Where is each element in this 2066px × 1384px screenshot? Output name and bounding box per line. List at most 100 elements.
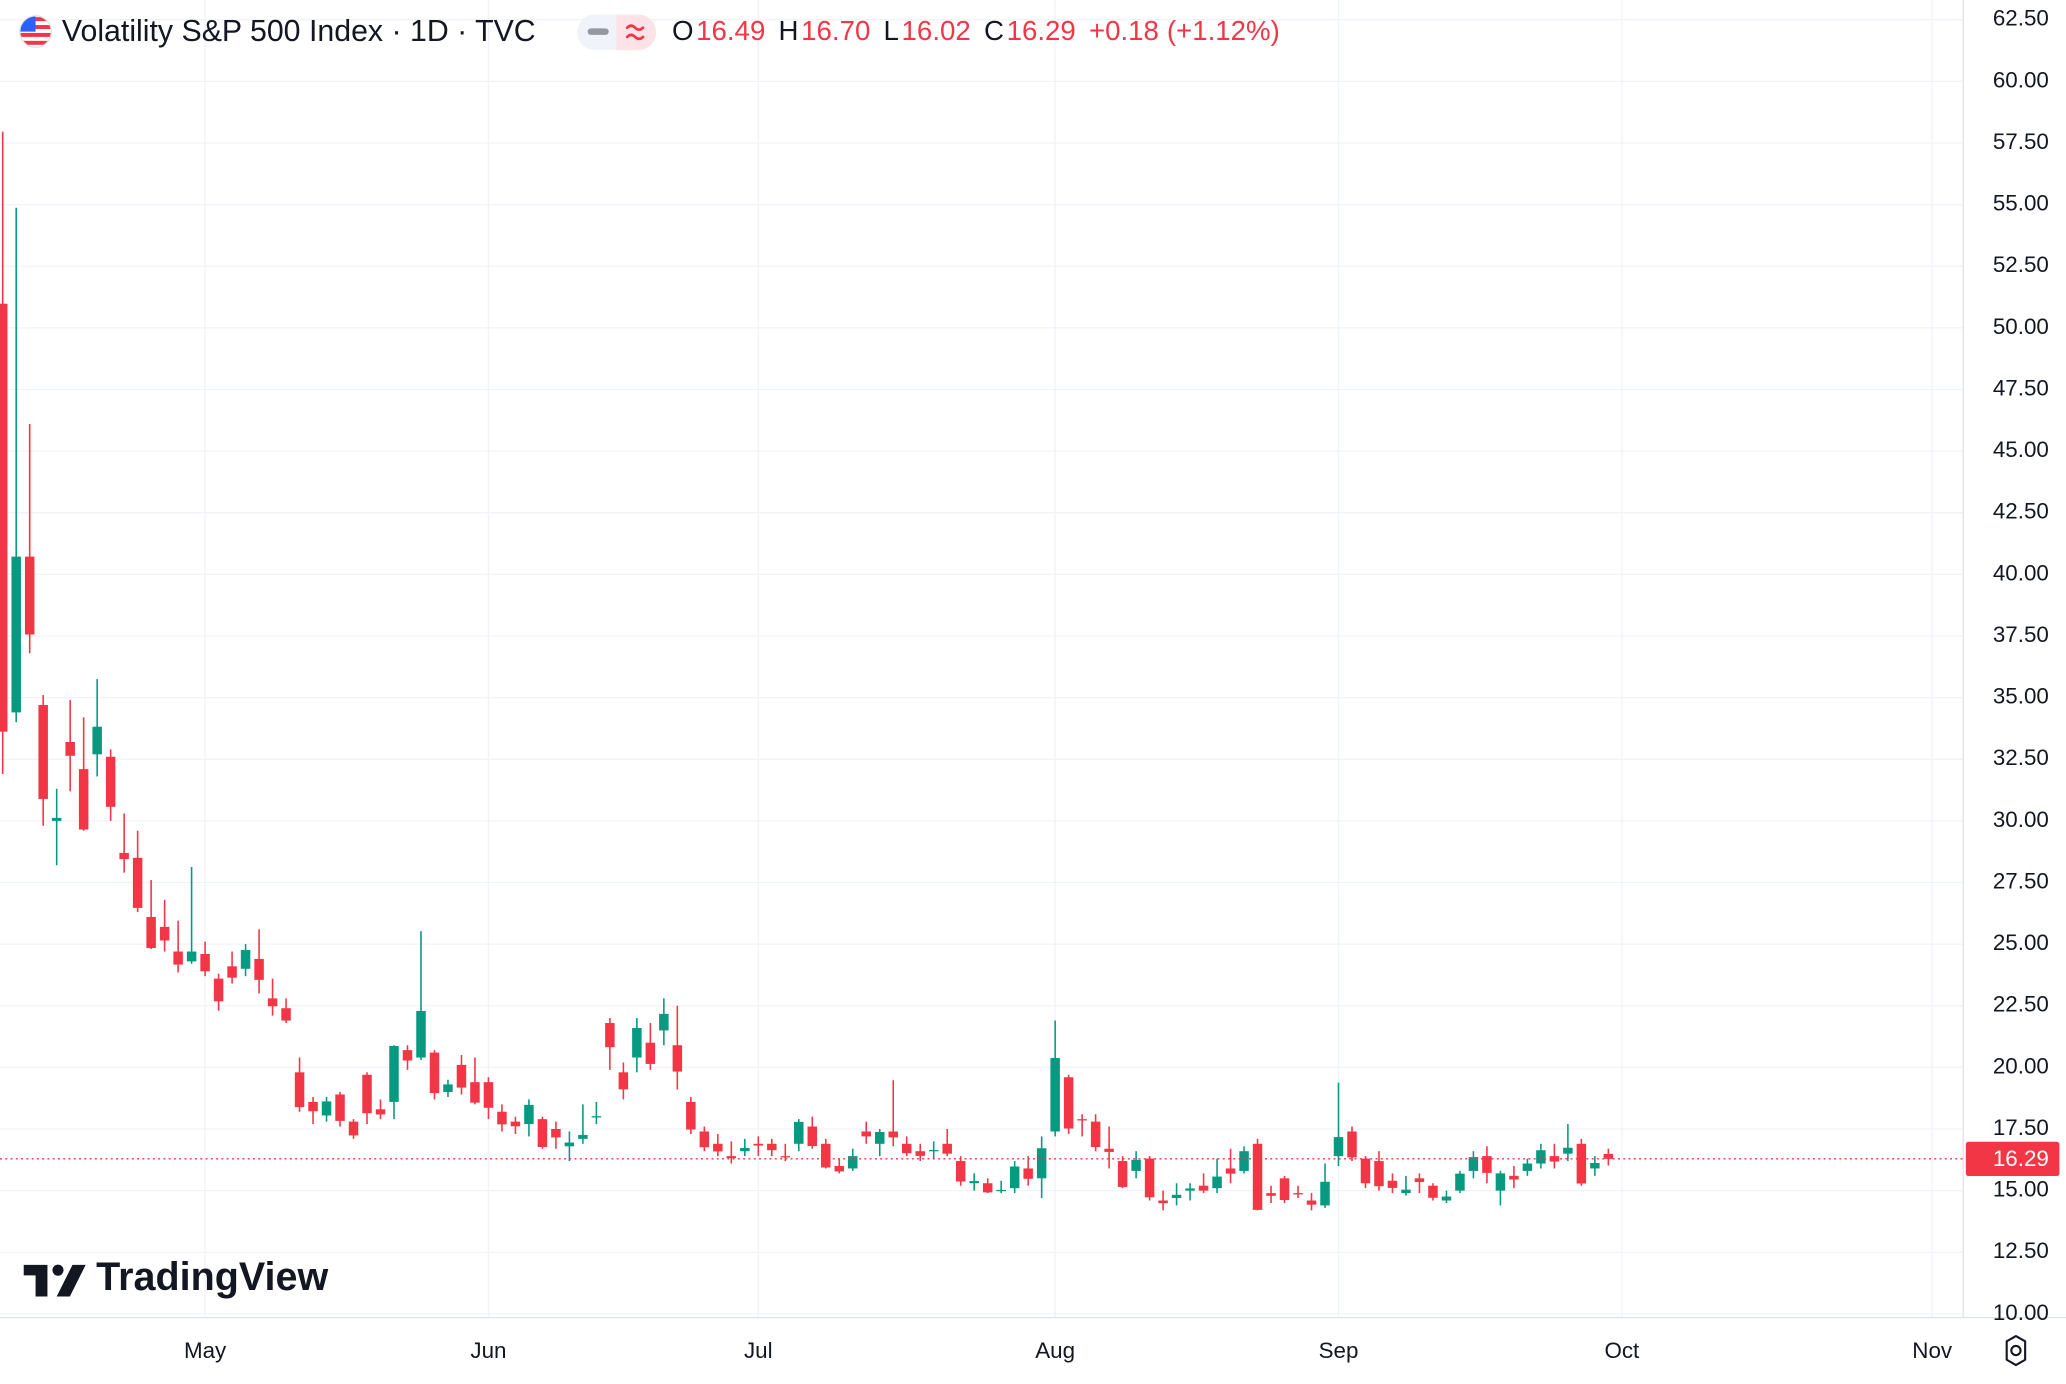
candle-body	[726, 1156, 737, 1159]
candle-body	[240, 950, 251, 969]
x-tick-label: Oct	[1604, 1338, 1640, 1363]
legend-label: H	[779, 15, 799, 46]
candle-body	[105, 756, 116, 807]
candle-body	[1441, 1196, 1452, 1201]
candle-body	[281, 1008, 291, 1021]
candle-body	[780, 1156, 791, 1158]
candle-body	[294, 1072, 305, 1108]
x-tick-label: Sep	[1319, 1338, 1359, 1363]
candle-body	[1239, 1151, 1249, 1171]
candle-body	[888, 1131, 898, 1138]
candle-body	[605, 1023, 615, 1048]
candle-body	[213, 978, 224, 1002]
candle-body	[51, 817, 62, 821]
grid	[0, 0, 1964, 1318]
candle-body	[1185, 1188, 1195, 1191]
candle-body	[982, 1183, 993, 1193]
candle-body	[1563, 1147, 1573, 1154]
candle-body	[443, 1084, 453, 1093]
y-tick-label: 32.50	[1993, 745, 2049, 770]
candle-body	[1414, 1178, 1425, 1183]
candle-body	[955, 1161, 966, 1182]
y-tick-label: 15.00	[1993, 1177, 2049, 1202]
y-tick-label: 50.00	[1993, 314, 2049, 339]
x-tick-label: Aug	[1035, 1338, 1075, 1363]
x-tick-label: Jun	[470, 1338, 506, 1363]
y-tick-label: 17.50	[1993, 1115, 2049, 1140]
candle-body	[632, 1027, 642, 1058]
candle-body	[834, 1165, 845, 1172]
candle-body	[497, 1111, 507, 1125]
candle-body	[402, 1050, 413, 1061]
y-tick-label: 60.00	[1993, 67, 2049, 92]
candle-body	[578, 1134, 588, 1139]
y-tick-label: 35.00	[1993, 684, 2049, 709]
candle-body	[1347, 1131, 1357, 1158]
candle-body	[1117, 1161, 1128, 1187]
candle-body	[1279, 1178, 1290, 1201]
status-pill	[577, 14, 657, 51]
candle-body	[1401, 1189, 1411, 1194]
candle-body	[321, 1101, 332, 1116]
candle-body	[1387, 1180, 1398, 1188]
candle-body	[227, 966, 237, 978]
candle-body	[1455, 1173, 1465, 1191]
candle-body	[659, 1013, 669, 1031]
candle-body	[254, 958, 264, 980]
candle-body	[901, 1143, 912, 1154]
candle-body	[1104, 1148, 1114, 1152]
candle-body	[375, 1109, 386, 1115]
y-tick-label: 52.50	[1993, 252, 2049, 277]
candle-body	[699, 1131, 710, 1148]
candle-body	[524, 1104, 534, 1125]
candle-body	[1603, 1153, 1614, 1159]
candle-body	[753, 1143, 764, 1146]
candle-body	[11, 556, 21, 713]
candle-body	[510, 1121, 521, 1127]
candle-body	[1023, 1168, 1033, 1179]
y-tick-label: 22.50	[1993, 992, 2049, 1017]
last-price-box	[1965, 1141, 2060, 1176]
candle-body	[159, 926, 170, 941]
legend-change-percent: (+1.12%)	[1167, 15, 1280, 46]
candle-body	[1063, 1077, 1074, 1129]
candle-body	[1212, 1176, 1222, 1189]
candle-body	[1360, 1158, 1371, 1184]
y-tick-label: 12.50	[1993, 1238, 2049, 1263]
y-tick-label: 55.00	[1993, 191, 2049, 216]
candle-body	[1333, 1137, 1344, 1157]
y-tick-label: 10.00	[1993, 1300, 2049, 1325]
candle-body	[308, 1101, 318, 1112]
candle-body	[1225, 1168, 1236, 1174]
candle-body	[348, 1121, 359, 1136]
candle-body	[645, 1042, 656, 1064]
candle-body	[551, 1129, 561, 1138]
candle-body	[119, 852, 129, 860]
legend-label: C	[984, 15, 1004, 46]
y-tick-label: 37.50	[1993, 622, 2049, 647]
candle-body	[672, 1045, 683, 1072]
candle-body	[132, 857, 143, 908]
candle-body	[1252, 1143, 1263, 1210]
candle-body	[429, 1052, 440, 1094]
settings-button[interactable]	[2005, 1334, 2027, 1367]
candle-body	[807, 1126, 818, 1147]
symbol-flag	[19, 15, 53, 49]
candle-body	[456, 1064, 467, 1088]
legend-value: 16.02	[902, 15, 971, 46]
candle-body	[1576, 1143, 1587, 1184]
candle-body	[1036, 1148, 1047, 1179]
legend-value: 16.49	[696, 15, 765, 46]
candle-body	[24, 556, 35, 635]
candle-body	[1495, 1173, 1506, 1191]
candle-body	[1468, 1157, 1479, 1171]
x-tick-label: Nov	[1912, 1338, 1953, 1363]
candle-body	[848, 1156, 858, 1169]
candle-body	[874, 1131, 885, 1144]
candle-body	[1266, 1193, 1276, 1196]
candle-body	[1536, 1150, 1546, 1164]
candle-body	[1077, 1119, 1087, 1121]
y-tick-label: 57.50	[1993, 129, 2049, 154]
